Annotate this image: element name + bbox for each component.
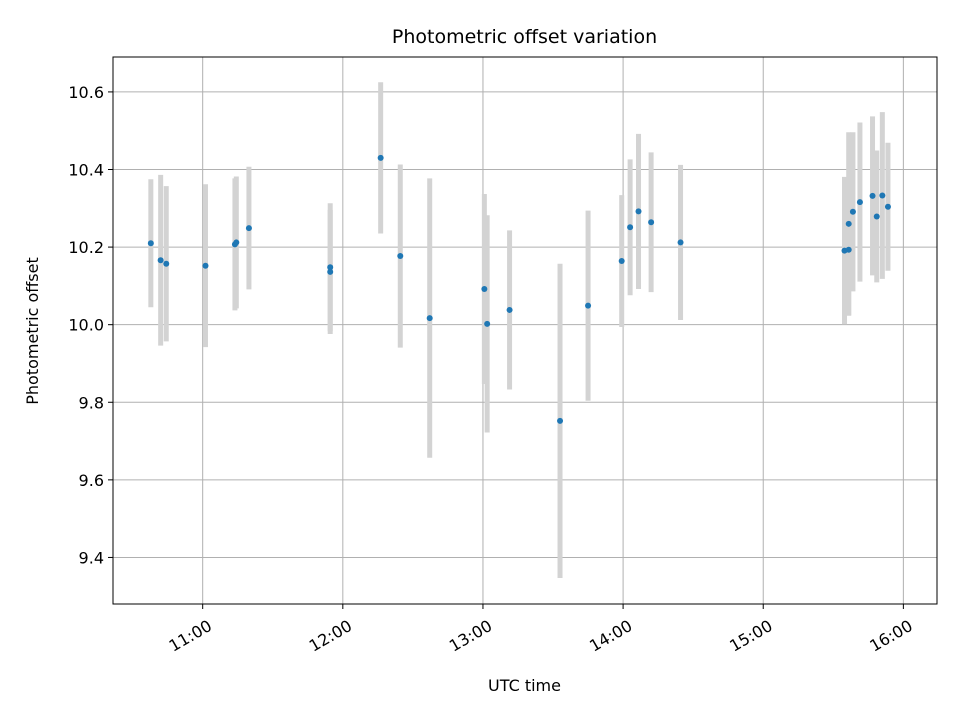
data-point bbox=[884, 203, 891, 210]
data-point bbox=[856, 199, 863, 206]
data-point bbox=[618, 258, 625, 265]
data-point bbox=[426, 315, 433, 322]
data-point bbox=[484, 320, 491, 327]
data-point bbox=[585, 302, 592, 309]
data-point bbox=[163, 260, 170, 267]
data-point bbox=[627, 224, 634, 231]
data-point bbox=[157, 257, 164, 264]
data-point bbox=[377, 154, 384, 161]
data-point bbox=[849, 208, 856, 215]
y-tick-label: 10.2 bbox=[68, 238, 104, 257]
y-tick-label: 9.8 bbox=[79, 393, 104, 412]
data-point bbox=[202, 262, 209, 269]
plot-frame bbox=[112, 56, 938, 605]
y-tick-label: 10.4 bbox=[68, 161, 104, 180]
data-point bbox=[481, 285, 488, 292]
data-point bbox=[557, 417, 564, 424]
data-points bbox=[147, 154, 891, 424]
data-point bbox=[233, 239, 240, 246]
y-tick-label: 9.6 bbox=[79, 471, 104, 490]
x-axis-label: UTC time bbox=[488, 676, 561, 695]
data-point bbox=[845, 246, 852, 253]
data-point bbox=[648, 219, 655, 226]
y-tick-label: 10.6 bbox=[68, 83, 104, 102]
data-point bbox=[635, 208, 642, 215]
data-point bbox=[245, 225, 252, 232]
y-tick-label: 10.0 bbox=[68, 316, 104, 335]
data-point bbox=[869, 192, 876, 199]
data-point bbox=[845, 220, 852, 227]
y-tick-label: 9.4 bbox=[79, 548, 104, 567]
data-point bbox=[147, 240, 154, 247]
data-point bbox=[879, 192, 886, 199]
y-axis-label: Photometric offset bbox=[23, 257, 42, 405]
data-point bbox=[873, 213, 880, 220]
data-point bbox=[677, 239, 684, 246]
y-axis-ticks: 9.4 9.6 9.8 10.0 10.2 10.4 10.6 bbox=[68, 83, 113, 567]
data-point bbox=[506, 306, 513, 313]
chart-title: Photometric offset variation bbox=[392, 26, 657, 48]
data-point bbox=[327, 268, 334, 275]
data-point bbox=[327, 264, 334, 271]
data-point bbox=[397, 253, 404, 260]
